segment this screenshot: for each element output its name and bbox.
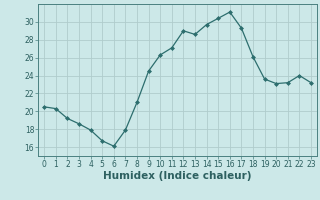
X-axis label: Humidex (Indice chaleur): Humidex (Indice chaleur): [103, 171, 252, 181]
